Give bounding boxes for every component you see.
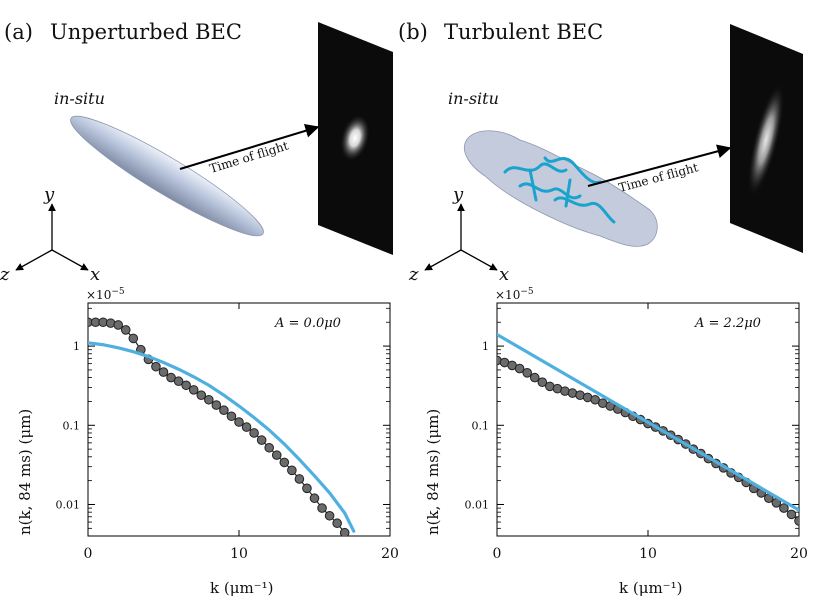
chart-a-ticks: 0 10 20 1 0.1 0.01 (56, 303, 399, 562)
data-point (339, 527, 350, 536)
axis-y-label: y (43, 184, 55, 205)
panel-b-illustration: (b) Turbulent BEC in-situ Time of flight… (398, 20, 803, 285)
data-point (287, 465, 297, 476)
data-point (249, 428, 259, 438)
data-point (522, 367, 533, 378)
fit-line (497, 332, 799, 512)
axis-x-label: x (90, 264, 100, 285)
data-point (211, 400, 222, 410)
data-line (88, 321, 349, 536)
chart-b-ticks: 0 10 20 1 0.1 0.01 (465, 303, 808, 562)
data-point (786, 509, 797, 520)
panel-a-illustration: (a) Unperturbed BEC in-situ Time of flig… (0, 20, 393, 285)
tof-cloud-b (747, 83, 785, 197)
panel-a-title: Unperturbed BEC (50, 20, 242, 44)
data-point (324, 510, 335, 521)
tof-arrow-b (587, 144, 732, 187)
panel-a-insitu: in-situ (54, 89, 105, 108)
condensate-cigar (70, 115, 264, 237)
data-point (120, 325, 131, 335)
x-tick-label: 10 (639, 546, 657, 562)
data-point (241, 422, 252, 432)
data-point (234, 417, 244, 427)
y-tick-label: 1 (482, 340, 489, 353)
tof-cloud-a (340, 114, 370, 162)
data-point (151, 361, 161, 372)
chart-a-ylabel: n(k, 84 ms) (μm) (16, 409, 34, 535)
chart-a-marks (88, 317, 357, 546)
axis-y-label-b: y (452, 184, 464, 205)
y-tick-label: 0.1 (472, 419, 490, 432)
chart-b: ×10−5 A = 2.2μ0 n(k, 84 ms) (μm) k (μm⁻¹… (424, 287, 808, 597)
panel-b-title: Turbulent BEC (444, 20, 603, 44)
data-point (294, 474, 305, 484)
chart-a-xlabel: k (μm⁻¹) (210, 579, 273, 597)
data-point (279, 457, 290, 468)
chart-a: ×10−5 A = 0.0μ0 n(k, 84 ms) (μm) k (μm⁻¹… (16, 287, 399, 597)
data-point (188, 385, 199, 395)
panel-b-label: (b) (398, 20, 428, 44)
data-point (256, 435, 267, 445)
data-point (226, 411, 237, 422)
data-point (166, 372, 176, 383)
data-point (302, 483, 312, 494)
chart-a-annotation: A = 0.0μ0 (274, 316, 341, 331)
chart-b-annotation: A = 2.2μ0 (694, 316, 761, 331)
data-point (173, 376, 184, 387)
data-point (514, 363, 525, 374)
data-point (317, 503, 327, 513)
x-tick-label: 0 (84, 546, 93, 562)
tof-arrow (179, 123, 320, 170)
axes-triad-b: y z x (408, 184, 509, 285)
fit-line (88, 341, 356, 533)
tof-label-b: Time of flight (617, 160, 700, 195)
data-point (264, 442, 275, 453)
axis-z-label-b: z (408, 264, 419, 285)
data-point (309, 493, 320, 504)
data-point (794, 516, 799, 526)
y-tick-label: 0.01 (465, 498, 490, 511)
x-tick-label: 10 (230, 546, 248, 562)
panel-b-insitu: in-situ (448, 89, 499, 108)
chart-b-multiplier: ×10−5 (495, 287, 534, 302)
data-point (219, 405, 229, 416)
data-point (271, 450, 282, 460)
vortex-tangle (503, 156, 616, 224)
data-point (332, 518, 342, 529)
data-point (348, 537, 357, 546)
y-tick-label: 0.1 (63, 419, 81, 432)
data-point (779, 503, 789, 513)
axis-x-label-b: x (499, 264, 509, 285)
data-point (158, 367, 169, 377)
y-tick-label: 0.01 (56, 498, 81, 511)
data-point (204, 394, 214, 405)
x-tick-label: 0 (493, 546, 502, 562)
axes-triad-a: y z x (0, 184, 100, 285)
data-point (196, 390, 207, 400)
chart-a-multiplier: ×10−5 (86, 287, 125, 302)
data-point (128, 333, 139, 344)
x-tick-label: 20 (381, 546, 399, 562)
data-point (529, 372, 540, 383)
chart-b-marks (497, 332, 799, 526)
axis-z-label: z (0, 264, 10, 285)
data-point (537, 377, 548, 387)
data-point (181, 380, 191, 391)
data-point (113, 320, 123, 330)
y-tick-label: 1 (73, 340, 80, 353)
panel-a-label: (a) (4, 20, 33, 44)
x-tick-label: 20 (790, 546, 808, 562)
chart-b-ylabel: n(k, 84 ms) (μm) (424, 409, 442, 535)
chart-b-xlabel: k (μm⁻¹) (619, 579, 682, 597)
